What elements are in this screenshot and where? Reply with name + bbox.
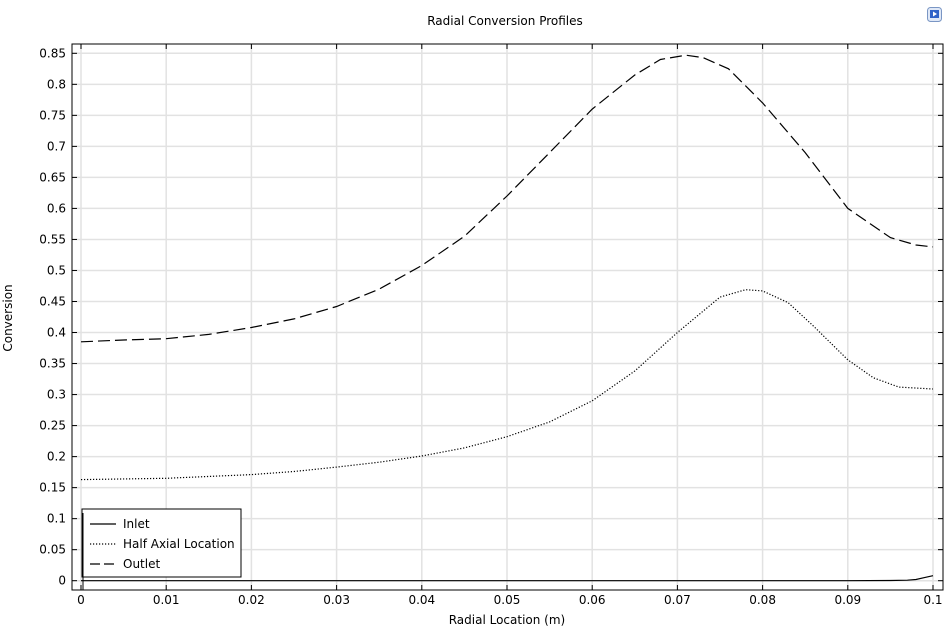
series-line-half-axial-location xyxy=(80,289,934,481)
legend-box xyxy=(81,508,242,578)
y-tick-label: 0.45 xyxy=(39,294,66,308)
y-tick-label: 0.55 xyxy=(39,232,66,246)
series-lines xyxy=(80,54,934,582)
play-image-icon[interactable] xyxy=(927,7,942,22)
y-tick-label: 0.3 xyxy=(47,388,66,402)
y-tick-label: 0.05 xyxy=(39,543,66,557)
y-tick-label: 0 xyxy=(58,574,66,588)
x-tick-label: 0.1 xyxy=(923,593,942,607)
y-tick-label: 0.8 xyxy=(47,77,66,91)
y-tick-label: 0.7 xyxy=(47,139,66,153)
legend-entry-label: Outlet xyxy=(123,557,160,571)
legend-entry-label: Half Axial Location xyxy=(123,537,235,551)
series-line-outlet xyxy=(80,54,934,343)
x-tick-label: 0.08 xyxy=(749,593,776,607)
y-tick-label: 0.65 xyxy=(39,170,66,184)
chart-title: Radial Conversion Profiles xyxy=(427,14,583,28)
x-tick-label: 0.06 xyxy=(579,593,606,607)
y-tick-label: 0.4 xyxy=(47,326,66,340)
y-tick-label: 0.15 xyxy=(39,481,66,495)
icon-play-triangle xyxy=(933,11,937,17)
x-tick-label: 0.03 xyxy=(323,593,350,607)
x-tick-label: 0 xyxy=(77,593,85,607)
y-tick-label: 0.85 xyxy=(39,46,66,60)
x-tick-label: 0.02 xyxy=(238,593,265,607)
series-line-inlet xyxy=(81,575,934,582)
x-tick-label: 0.07 xyxy=(664,593,691,607)
axis-ticks: 0 0.01 0.02 0.03 0.04 0.05 0.06 0.07 0.08 0.09 0.1… xyxy=(39,44,943,607)
x-axis-label: Radial Location (m) xyxy=(449,613,566,627)
x-tick-label: 0.04 xyxy=(408,593,435,607)
x-tick-label: 0.09 xyxy=(834,593,861,607)
y-tick-label: 0.6 xyxy=(47,201,66,215)
legend-entry-label: Inlet xyxy=(123,517,150,531)
x-tick-label: 0.01 xyxy=(153,593,180,607)
y-tick-label: 0.75 xyxy=(39,108,66,122)
y-tick-label: 0.2 xyxy=(47,450,66,464)
y-tick-label: 0.5 xyxy=(47,263,66,277)
legend: Inlet Half Axial Location Outlet xyxy=(81,508,242,590)
y-tick-label: 0.25 xyxy=(39,419,66,433)
y-tick-label: 0.1 xyxy=(47,512,66,526)
x-tick-label: 0.05 xyxy=(494,593,521,607)
y-axis-label: Conversion xyxy=(1,284,15,351)
grid-lines xyxy=(72,44,943,590)
y-tick-label: 0.35 xyxy=(39,357,66,371)
